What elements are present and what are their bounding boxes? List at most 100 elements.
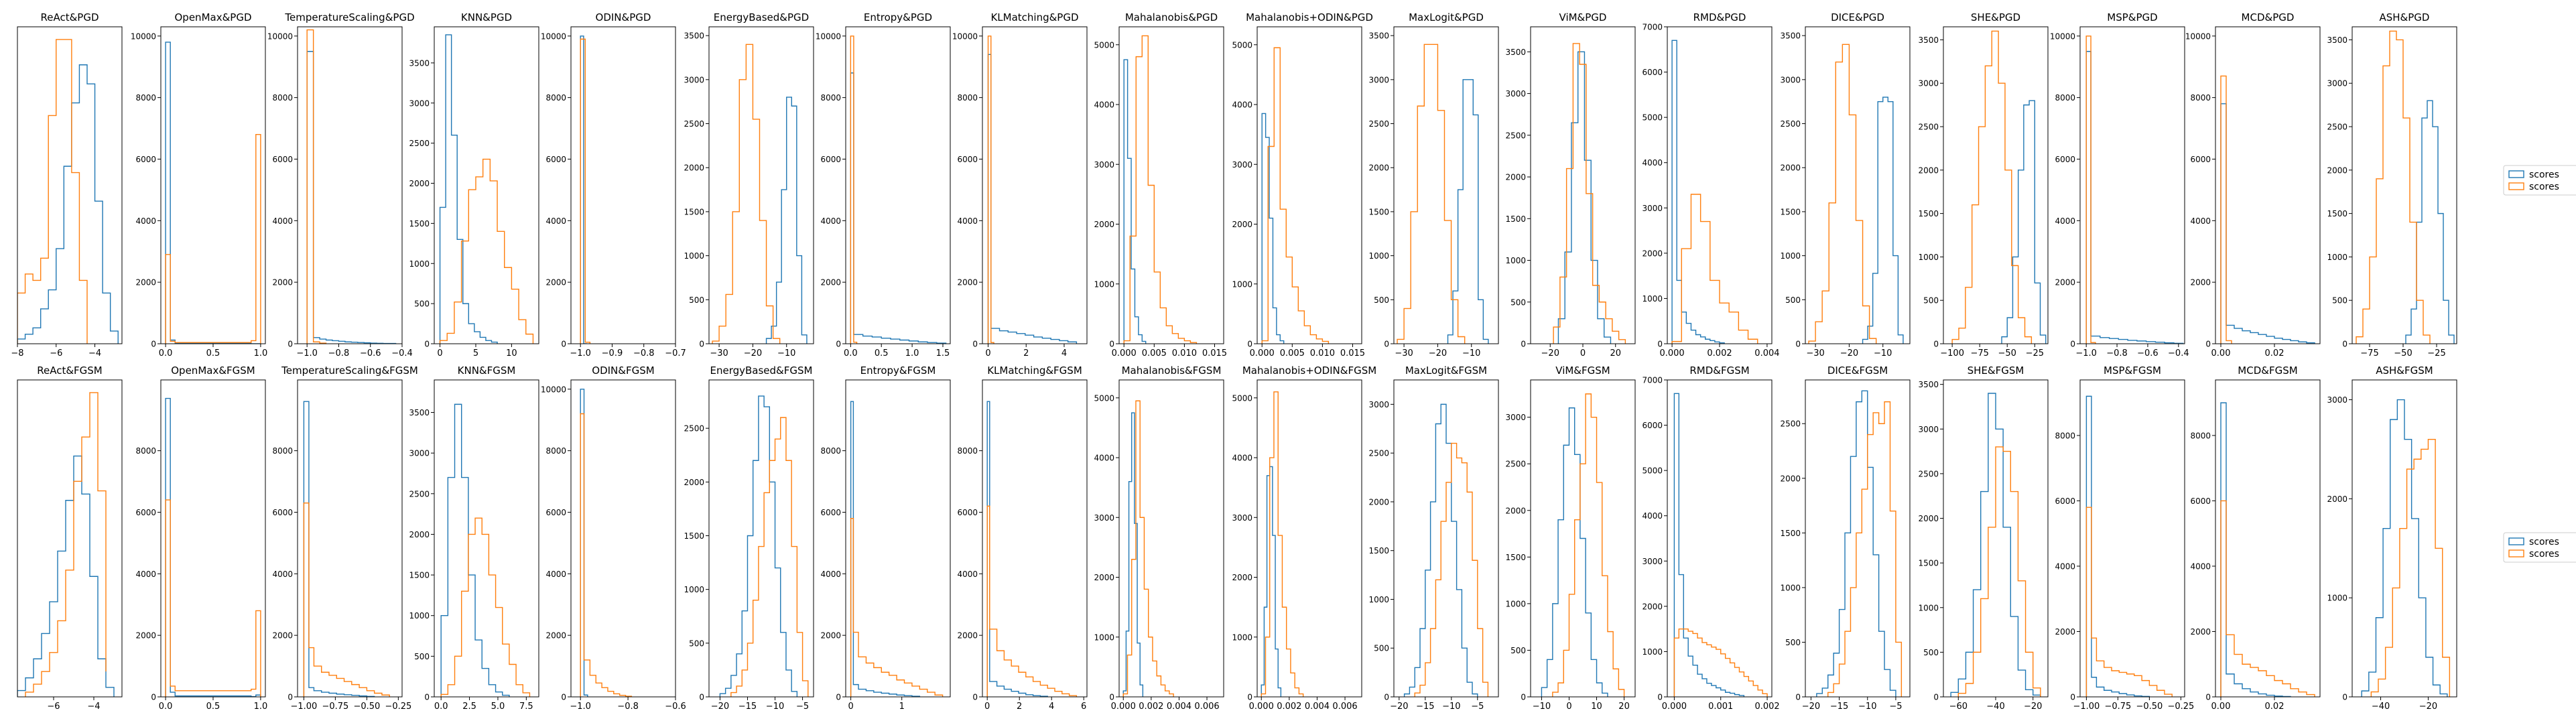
y-tick-label: 500 bbox=[1510, 298, 1526, 307]
y-tick-label: 3000 bbox=[409, 449, 430, 458]
y-tick-label: 1000 bbox=[1918, 253, 1939, 262]
y-tick-label: 2500 bbox=[1918, 469, 1939, 478]
x-tick-label: 0.004 bbox=[1754, 348, 1779, 358]
y-tick-label: 10000 bbox=[952, 31, 978, 41]
legend-box bbox=[2503, 532, 2576, 563]
y-tick-label: 6000 bbox=[2190, 155, 2211, 164]
y-tick-label: 1500 bbox=[1505, 553, 1526, 562]
histogram-series-orange bbox=[17, 39, 88, 344]
histogram-series-orange bbox=[1261, 391, 1304, 697]
y-tick-label: 6000 bbox=[820, 155, 841, 164]
plot-area bbox=[580, 36, 591, 344]
histogram-series-blue bbox=[1541, 407, 1608, 697]
y-tick-label: 2000 bbox=[2327, 166, 2347, 175]
y-tick-label: 2500 bbox=[1780, 119, 1801, 129]
y-tick-label: 0 bbox=[836, 340, 841, 349]
y-tick-label: 2000 bbox=[684, 163, 704, 173]
x-tick-label: 0.002 bbox=[1754, 702, 1779, 712]
x-tick-label: −0.7 bbox=[665, 348, 686, 358]
y-tick-label: 2000 bbox=[2055, 627, 2075, 637]
legend-box bbox=[2503, 165, 2576, 196]
axes-frame bbox=[1257, 379, 1362, 698]
axes-frame bbox=[434, 379, 539, 698]
x-tick-label: −6 bbox=[50, 348, 62, 358]
histogram-series-orange bbox=[1673, 628, 1768, 697]
x-tick-label: −1.0 bbox=[2075, 348, 2097, 358]
y-tick-label: 8000 bbox=[2190, 93, 2211, 103]
x-tick-label: 5 bbox=[473, 348, 478, 358]
x-tick-label: 20 bbox=[1610, 348, 1621, 358]
y-tick-label: 0 bbox=[151, 693, 156, 702]
y-tick-label: 2000 bbox=[409, 179, 430, 188]
histogram-series-blue bbox=[17, 455, 115, 697]
x-tick-label: −20 bbox=[2419, 702, 2437, 712]
y-tick-label: 0 bbox=[1384, 340, 1389, 349]
y-tick-label: 2500 bbox=[684, 119, 704, 129]
subplot-pgd-15: −1.0 −0.8 −0.6 −0.4 0 2000 4000 6000 8000 10000 MS… bbox=[2050, 11, 2189, 358]
y-tick-label: 6000 bbox=[135, 508, 156, 517]
y-tick-label: 4000 bbox=[1094, 454, 1114, 463]
y-tick-label: 0 bbox=[2342, 340, 2347, 349]
y-tick-label: 10000 bbox=[2050, 31, 2075, 41]
histogram-series-blue bbox=[2085, 395, 2150, 697]
subplot-pgd-4: −1.0 −0.9 −0.8 −0.7 0 2000 4000 6000 8000 10000 OD… bbox=[541, 11, 686, 358]
plot-area bbox=[2361, 399, 2451, 697]
y-tick-label: 1500 bbox=[409, 219, 430, 228]
histogram-series-blue bbox=[850, 72, 947, 344]
plot-area bbox=[1261, 391, 1304, 697]
subplot-title: EnergyBased&PGD bbox=[714, 11, 809, 23]
x-tick-label: −20 bbox=[2024, 702, 2042, 712]
subplot-pgd-13: −30 −20 −10 0 500 1000 1500 2000 2500 3000 3500 DIC… bbox=[1780, 11, 1911, 358]
x-tick-label: −0.8 bbox=[328, 348, 350, 358]
y-tick-label: 1500 bbox=[684, 207, 704, 216]
axes-frame bbox=[845, 26, 951, 344]
axes-frame bbox=[1118, 26, 1224, 344]
plot-area bbox=[1397, 44, 1489, 344]
subplot-fgsm-7: 0 2 4 6 0 2000 4000 6000 8000 KLMatching&FGSM bbox=[957, 365, 1088, 712]
histogram-series-blue bbox=[986, 401, 1048, 697]
axes-frame bbox=[1943, 26, 2049, 344]
axes-frame bbox=[708, 26, 814, 344]
x-tick-label: −10 bbox=[1533, 702, 1551, 712]
x-tick-label: 0.02 bbox=[2265, 702, 2284, 712]
x-tick-label: −10 bbox=[1874, 348, 1892, 358]
plot-area bbox=[1403, 403, 1489, 697]
x-tick-label: −20 bbox=[1429, 348, 1447, 358]
y-tick-label: 4000 bbox=[1642, 158, 1663, 168]
y-tick-label: 3000 bbox=[1368, 75, 1389, 84]
x-tick-label: 1.5 bbox=[936, 348, 950, 358]
histogram-series-orange bbox=[440, 517, 531, 697]
subplot-pgd-7: 0 2 4 0 2000 4000 6000 8000 10000 KLMatching&PGD bbox=[952, 11, 1088, 358]
histogram-series-blue bbox=[1673, 393, 1745, 697]
x-tick-label: 7.5 bbox=[519, 702, 533, 712]
subplot-fgsm-0: −6 −4 ReAct&FGSM bbox=[17, 365, 123, 712]
histogram-series-orange bbox=[1414, 442, 1489, 697]
histogram-series-blue bbox=[1862, 96, 1904, 344]
y-tick-label: 3000 bbox=[1780, 75, 1801, 84]
y-tick-label: 1000 bbox=[1780, 251, 1801, 261]
x-tick-label: 0.005 bbox=[1142, 348, 1167, 358]
subplot-title: Mahalanobis+ODIN&FGSM bbox=[1242, 365, 1376, 377]
histogram-series-blue bbox=[2361, 399, 2448, 697]
x-tick-label: −30 bbox=[1806, 348, 1824, 358]
y-tick-label: 1000 bbox=[2327, 253, 2347, 262]
plot-area bbox=[2085, 395, 2173, 697]
y-tick-label: 3500 bbox=[1918, 380, 1939, 389]
x-tick-label: −0.4 bbox=[391, 348, 413, 358]
plot-area bbox=[303, 401, 390, 697]
y-tick-label: 1000 bbox=[1368, 595, 1389, 604]
y-tick-label: 1000 bbox=[1505, 599, 1526, 608]
subplot-pgd-14: −100 −75 −50 −25 0 500 1000 1500 2000 2500 3000 350… bbox=[1918, 11, 2049, 358]
subplot-title: ReAct&FGSM bbox=[37, 365, 103, 377]
plot-area bbox=[17, 392, 115, 697]
x-tick-label: −0.8 bbox=[2106, 348, 2128, 358]
histogram-series-blue bbox=[1261, 466, 1282, 697]
plot-area bbox=[439, 34, 534, 344]
x-tick-label: −25 bbox=[2026, 348, 2044, 358]
x-tick-label: −40 bbox=[1986, 702, 2004, 712]
y-tick-label: 8000 bbox=[272, 93, 293, 103]
subplot-title: SHE&PGD bbox=[1971, 11, 2020, 23]
subplot-title: MSP&FGSM bbox=[2104, 365, 2161, 377]
x-tick-label: −0.50 bbox=[353, 702, 380, 712]
